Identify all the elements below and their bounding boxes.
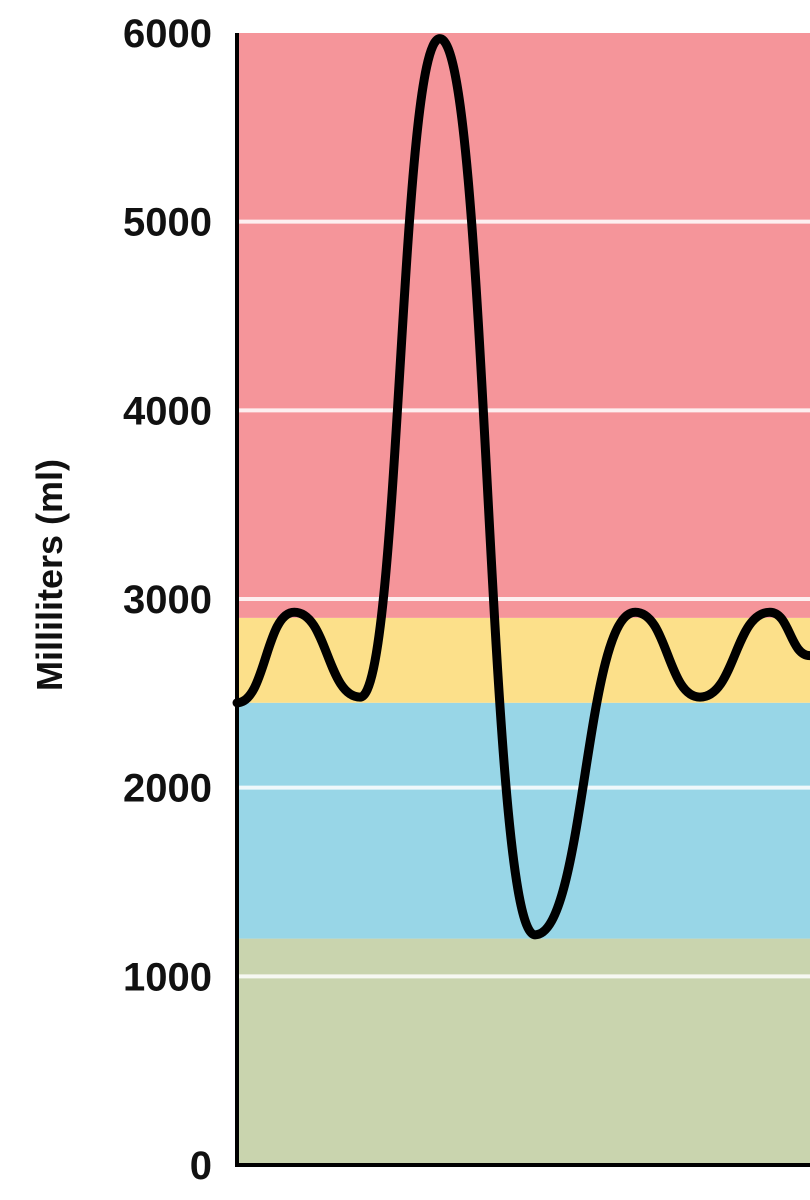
y-tick-2000: 2000 [123,767,212,811]
y-tick-0: 0 [190,1144,212,1188]
y-tick-1000: 1000 [123,955,212,999]
y-tick-5000: 5000 [123,201,212,245]
series-line-0 [232,34,810,940]
y-tick-3000: 3000 [123,578,212,622]
volume-curve [232,34,810,940]
band-2 [237,617,810,703]
axes [235,33,810,1167]
y-tick-4000: 4000 [123,389,212,433]
y-tick-6000: 6000 [123,12,212,56]
y-axis-label: Milliliters (ml) [29,459,70,691]
band-3 [237,33,810,618]
y-tick-labels: 0 1000 2000 3000 4000 5000 6000 [123,12,212,1188]
gridlines [237,219,810,979]
band-0 [237,938,810,1165]
